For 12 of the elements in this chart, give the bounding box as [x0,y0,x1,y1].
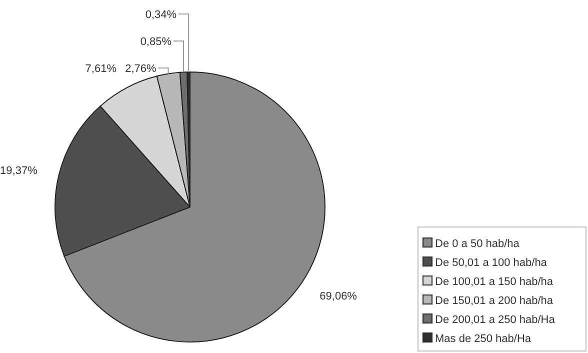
data-label: 7,61% [85,63,117,76]
legend-label: Mas de 250 hab/Ha [435,332,532,345]
data-label: 69,06% [320,290,358,302]
legend-label: De 0 a 50 hab/ha [435,238,520,250]
data-label: 0,34% [145,8,177,21]
legend-label: De 150,01 a 200 hab/ha [435,294,554,307]
legend-label: De 200,01 a 250 hab/Ha [435,314,556,326]
data-label: 0,85% [140,36,172,48]
legend-label: De 50,01 a 100 hab/ha [435,256,548,269]
data-label: 2,76% [125,62,156,75]
data-label: 19,37% [0,165,38,178]
legend-label: De 100,01 a 150 hab/ha [435,276,554,288]
